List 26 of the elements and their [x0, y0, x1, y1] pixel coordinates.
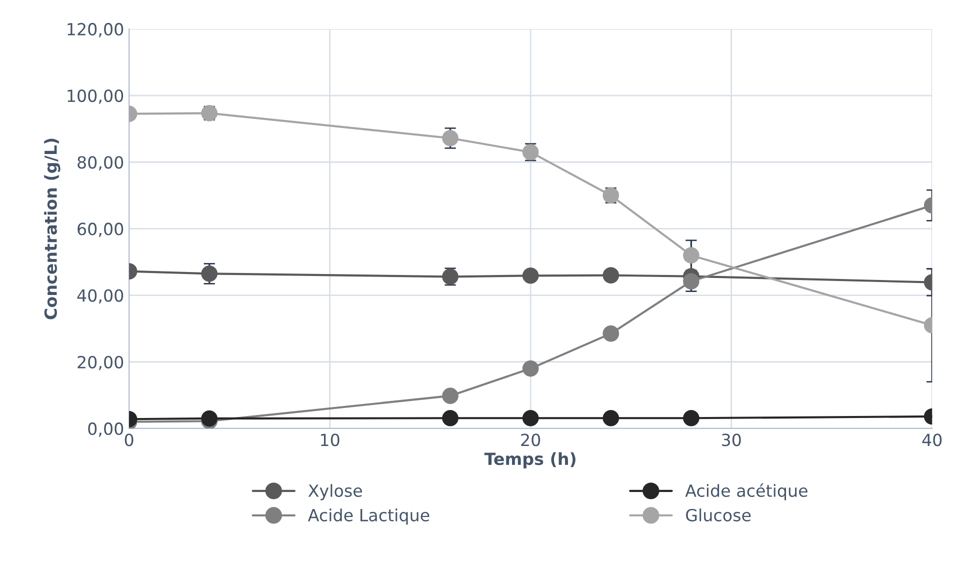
legend-label: Acide acétique	[685, 483, 808, 500]
y-tick-label: 100,00	[68, 89, 124, 104]
y-tick-label: 80,00	[78, 156, 124, 170]
point	[522, 360, 539, 377]
y-tick-label: 40,00	[77, 289, 124, 304]
legend-label: Xylose	[308, 484, 362, 500]
y-tick-label: 120,00	[68, 22, 124, 38]
legend-label: Acide Lactique	[308, 508, 430, 525]
x-tick-label: 0	[124, 434, 134, 446]
x-tick-label: 30	[722, 434, 741, 446]
point	[522, 410, 539, 426]
point	[602, 267, 620, 284]
x-tick-label: 20	[521, 434, 540, 446]
point	[522, 267, 539, 284]
point	[602, 325, 620, 342]
x-tick-label: 40	[922, 434, 942, 446]
y-tick-label: 60,00	[78, 222, 124, 237]
x-axis-title: Temps (h)	[484, 452, 576, 468]
legend-label: Glucose	[686, 508, 751, 522]
point	[442, 388, 458, 404]
x-tick-label: 10	[321, 434, 340, 446]
y-tick-label: 0,00	[88, 422, 124, 437]
point	[442, 410, 458, 426]
y-axis-title: Concentration (g/L)	[44, 138, 60, 320]
point	[602, 410, 620, 426]
y-tick-label: 20,00	[78, 356, 124, 370]
